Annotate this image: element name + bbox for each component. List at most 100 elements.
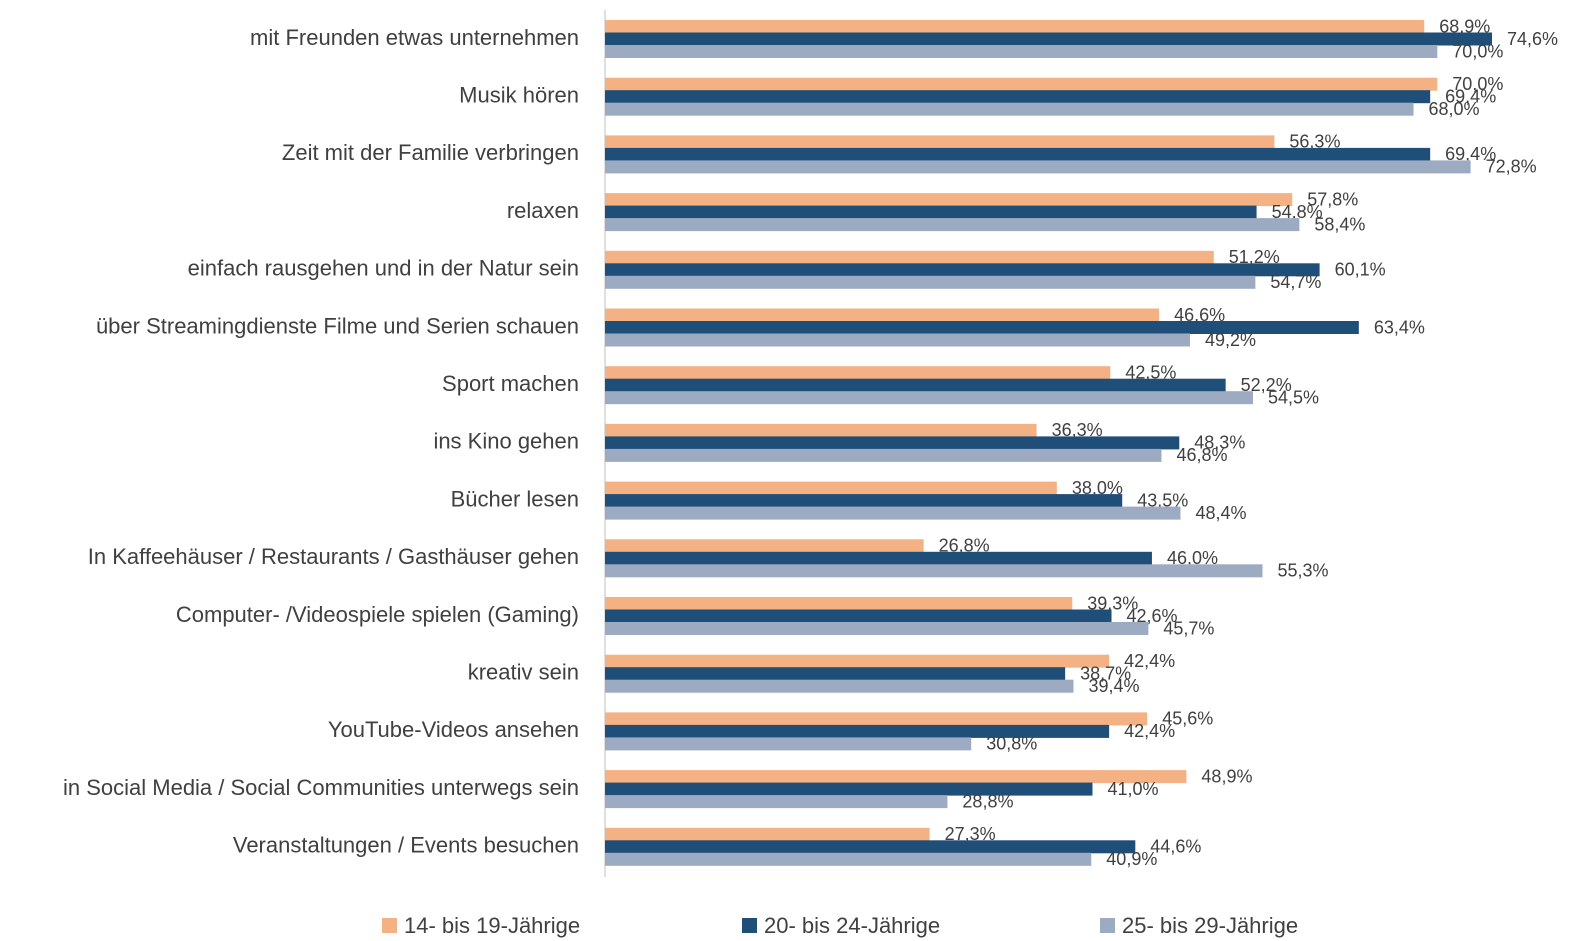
bar [605, 654, 1110, 668]
bar [605, 333, 1190, 347]
category-label: Bücher lesen [451, 486, 579, 511]
bar [605, 20, 1425, 33]
value-label: 63,4% [1374, 317, 1425, 337]
value-label: 42,5% [1125, 362, 1176, 382]
category-label: einfach rausgehen und in der Natur sein [188, 256, 579, 281]
value-label: 56,3% [1289, 132, 1340, 152]
bar [605, 770, 1187, 784]
bar [605, 32, 1492, 46]
value-label: 46,0% [1167, 548, 1218, 568]
legend-swatch [1100, 918, 1115, 933]
bar [605, 378, 1226, 392]
value-label: 58,4% [1314, 214, 1365, 234]
value-label: 39,3% [1087, 593, 1138, 613]
legend-swatch [382, 918, 397, 933]
category-label: in Social Media / Social Communities unt… [63, 775, 579, 800]
value-label: 38,0% [1072, 478, 1123, 498]
category-label: mit Freunden etwas unternehmen [250, 25, 579, 50]
value-label: 51,2% [1229, 247, 1280, 267]
bar [605, 506, 1181, 520]
bar [605, 448, 1162, 462]
bar [605, 205, 1257, 219]
value-label: 57,8% [1307, 189, 1358, 209]
value-label: 48,9% [1201, 766, 1252, 786]
value-label: 42,6% [1127, 606, 1178, 626]
value-label: 39,4% [1088, 676, 1139, 696]
bar [605, 494, 1123, 508]
category-label: Musik hören [459, 83, 579, 108]
legend-label: 25- bis 29-Jährige [1122, 913, 1298, 938]
category-label: Sport machen [442, 371, 579, 396]
category-label: über Streamingdienste Filme und Serien s… [96, 313, 579, 338]
bar [605, 147, 1431, 161]
bar [605, 263, 1320, 277]
bar [605, 667, 1066, 681]
value-label: 28,8% [962, 791, 1013, 811]
value-label: 44,6% [1150, 837, 1201, 857]
value-label: 69,4% [1445, 144, 1496, 164]
bar [605, 795, 948, 809]
bar [605, 436, 1180, 450]
bar [605, 90, 1431, 104]
value-label: 38,7% [1080, 663, 1131, 683]
value-label: 69,4% [1445, 86, 1496, 106]
bar [605, 827, 930, 841]
value-label: 46,8% [1176, 445, 1227, 465]
bar [605, 679, 1074, 693]
value-label: 46,6% [1174, 305, 1225, 325]
bar [605, 135, 1275, 149]
value-label: 48,3% [1194, 433, 1245, 453]
value-label: 52,2% [1241, 375, 1292, 395]
value-label: 45,6% [1162, 709, 1213, 729]
bar [605, 77, 1438, 91]
category-label: Zeit mit der Familie verbringen [282, 140, 579, 165]
value-label: 49,2% [1205, 330, 1256, 350]
value-label: 72,8% [1486, 157, 1537, 177]
bar [605, 724, 1110, 738]
value-label: 55,3% [1278, 561, 1329, 581]
bar [605, 275, 1256, 289]
category-label: relaxen [507, 198, 579, 223]
legend-swatch [742, 918, 757, 933]
bar [605, 622, 1149, 635]
bar [605, 102, 1414, 116]
legend-label: 20- bis 24-Jährige [764, 913, 940, 938]
value-label: 26,8% [939, 536, 990, 556]
value-label: 48,4% [1195, 503, 1246, 523]
bar [605, 391, 1254, 405]
bar [605, 366, 1111, 380]
value-label: 70,0% [1452, 41, 1503, 61]
category-label: ins Kino gehen [433, 429, 579, 454]
value-label: 60,1% [1335, 260, 1386, 280]
bar [605, 481, 1057, 495]
category-label: YouTube-Videos ansehen [328, 717, 579, 742]
value-label: 42,4% [1124, 721, 1175, 741]
value-label: 41,0% [1107, 779, 1158, 799]
value-label: 30,8% [986, 734, 1037, 754]
bar [605, 551, 1152, 565]
bar [605, 782, 1093, 796]
category-label: In Kaffeehäuser / Restaurants / Gasthäus… [88, 544, 579, 569]
category-label: kreativ sein [468, 660, 579, 685]
bar [605, 564, 1263, 578]
value-label: 68,9% [1439, 16, 1490, 36]
bar [605, 597, 1073, 610]
value-label: 45,7% [1163, 618, 1214, 638]
bar [605, 308, 1160, 322]
value-label: 54,7% [1270, 272, 1321, 292]
bar [605, 840, 1136, 854]
legend-label: 14- bis 19-Jährige [404, 913, 580, 938]
value-label: 70,0% [1452, 74, 1503, 94]
bar [605, 321, 1359, 334]
bar [605, 45, 1438, 58]
bar [605, 423, 1037, 437]
bar [605, 218, 1300, 232]
bar [605, 193, 1293, 207]
value-label: 54,5% [1268, 387, 1319, 407]
bar [605, 712, 1148, 726]
value-label: 54,8% [1272, 202, 1323, 222]
value-label: 27,3% [945, 824, 996, 844]
category-label: Veranstaltungen / Events besuchen [233, 833, 579, 858]
